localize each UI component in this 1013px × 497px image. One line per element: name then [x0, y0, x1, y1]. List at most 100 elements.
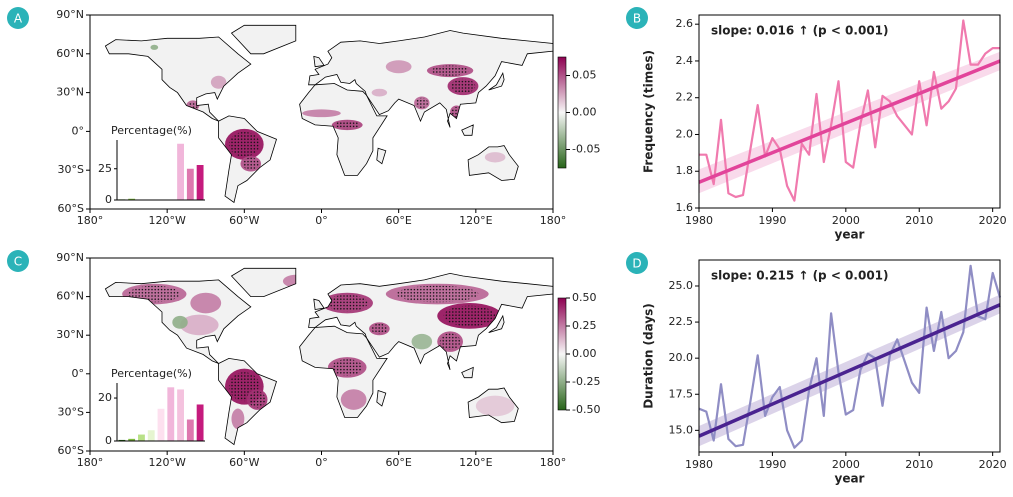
panel-label: A [14, 12, 23, 26]
x-tick-label: 1980 [685, 458, 713, 471]
coastline [376, 147, 387, 165]
x-tick-label: 2000 [832, 458, 860, 471]
y-tick-label: 2.6 [676, 17, 694, 30]
anomaly-patch [385, 60, 412, 74]
anomaly-patch [231, 408, 245, 430]
colorbar [557, 56, 567, 169]
x-tick-label: 2010 [905, 458, 933, 471]
x-tick-label: 2020 [979, 214, 1007, 227]
significance-stipple [326, 294, 368, 312]
coastline [104, 279, 252, 364]
y-tick-label: 1.8 [676, 164, 694, 177]
colorbar [557, 297, 567, 411]
land [105, 37, 251, 122]
bar [128, 198, 136, 200]
colorbar-tick-label: -0.25 [572, 375, 600, 388]
y-tick-label: 17.5 [669, 387, 694, 400]
data-line [699, 19, 1000, 202]
significance-stipple [431, 65, 469, 76]
x-tick-label: 60°E [385, 214, 411, 227]
x-tick-label: 180° [77, 214, 104, 227]
x-tick-label: 1990 [758, 214, 786, 227]
y-tick-label: 30°S [58, 163, 84, 176]
bar [167, 387, 175, 441]
inset-title: Percentage(%) [111, 367, 192, 380]
significance-stipple [248, 391, 266, 408]
y-tick-label: 90°N [56, 251, 84, 264]
colorbar-tick-label: -0.05 [572, 143, 600, 156]
anomaly-patch [302, 109, 341, 118]
panel-label: B [633, 12, 641, 26]
land [308, 30, 553, 128]
y-tick-label: 30°N [56, 86, 84, 99]
annotation: slope: 0.016 ↑ (p < 0.001) [711, 24, 889, 38]
coastline [461, 366, 474, 379]
coastline [313, 298, 325, 310]
anomaly-patch [484, 152, 506, 163]
y-tick-label: 60°S [58, 202, 84, 215]
anomaly-patch [210, 75, 227, 89]
y-tick-label: 60°N [56, 47, 84, 60]
land [313, 299, 325, 310]
x-tick-label: 1990 [758, 458, 786, 471]
significance-stipple [450, 78, 476, 94]
colorbar-tick-label: 0.25 [572, 319, 597, 332]
trend-line [698, 59, 1001, 184]
x-tick-label: 60°W [229, 456, 259, 469]
anomaly-layer [122, 274, 515, 430]
y-tick-label: 15.0 [669, 423, 694, 436]
x-tick-label: 60°E [385, 456, 411, 469]
land [308, 273, 553, 370]
significance-stipple [396, 285, 479, 303]
coastline [230, 24, 297, 55]
coastline [308, 30, 554, 128]
panel-label: C [14, 255, 22, 269]
significance-stipple [415, 97, 428, 109]
anomaly-patch [340, 389, 367, 410]
x-tick-label: 120°E [459, 456, 492, 469]
y-tick-label: 0° [72, 367, 85, 380]
coastline [299, 325, 388, 418]
coastline [467, 387, 519, 424]
land [461, 124, 474, 136]
y-axis-label: Duration (days) [642, 303, 656, 409]
y-tick-label: 25 [98, 162, 112, 175]
y-axis-label: Frequency (times) [642, 50, 656, 173]
x-tick-label: 0° [315, 214, 328, 227]
coastline [461, 124, 474, 136]
panel-label: D [632, 257, 641, 271]
trend-line [698, 303, 1001, 438]
bar [177, 389, 184, 441]
anomaly-patch [411, 333, 433, 350]
y-tick-label: 20 [98, 391, 112, 404]
coastline [467, 145, 519, 181]
y-tick-label: 1.6 [676, 201, 694, 214]
land [468, 145, 519, 181]
x-tick-label: 2020 [979, 458, 1007, 471]
y-tick-label: 60°N [56, 290, 84, 303]
significance-stipple [242, 157, 259, 170]
plot-frame [698, 14, 1001, 209]
land [488, 315, 505, 333]
y-tick-label: 30°N [56, 328, 84, 341]
panel-badge [626, 7, 648, 29]
x-tick-label: 60°W [229, 214, 259, 227]
anomaly-patch [150, 44, 159, 50]
land [313, 56, 325, 67]
bar [147, 430, 155, 441]
annotation: slope: 0.215 ↑ (p < 0.001) [711, 269, 889, 283]
land [461, 367, 474, 378]
colorbar-tick-label: 0.50 [572, 291, 597, 304]
significance-stipple [371, 323, 388, 334]
panel-badge [7, 250, 29, 272]
significance-stipple [334, 120, 360, 130]
coastline [104, 36, 252, 122]
coastline [376, 389, 387, 407]
panel-badge [626, 252, 648, 274]
significance-stipple [228, 131, 260, 157]
x-tick-label: 120°W [148, 456, 185, 469]
significance-stipple [331, 359, 363, 376]
anomaly-patch [475, 395, 515, 417]
colorbar-tick-label: 0.00 [572, 106, 597, 119]
